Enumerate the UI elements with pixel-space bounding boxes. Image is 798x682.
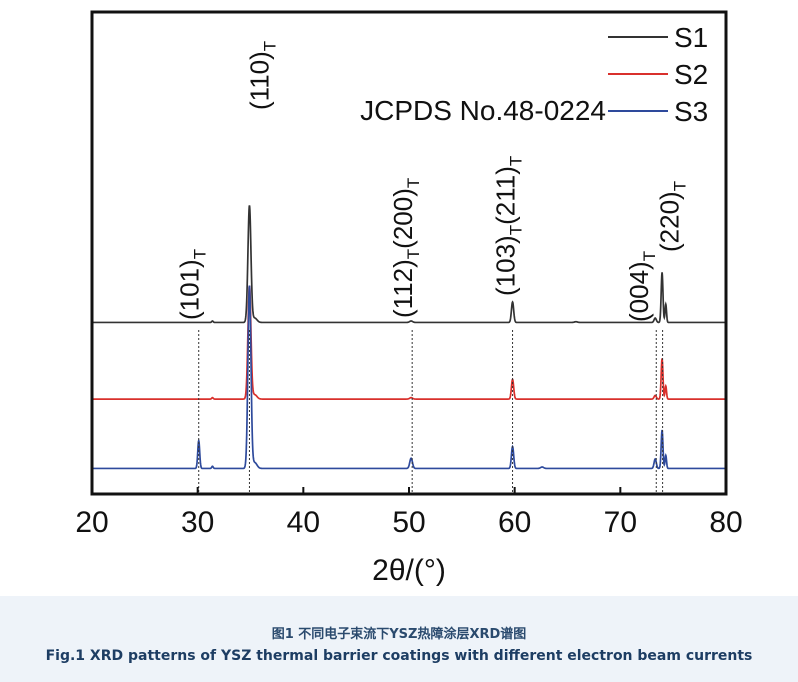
- jcpds-note: JCPDS No.48-0224: [360, 95, 606, 126]
- legend-label-s1: S1: [674, 22, 708, 53]
- peak-annotation-3: (112)T(200)T: [388, 178, 423, 318]
- caption-chinese: 图1 不同电子束流下YSZ热障涂层XRD谱图: [271, 627, 527, 642]
- series-line-s1: [92, 205, 726, 324]
- peak-annotation-1: (101)T: [175, 249, 210, 320]
- x-tick-label: 30: [181, 506, 214, 539]
- legend-label-s2: S2: [674, 59, 708, 90]
- series-line-s2: [92, 285, 726, 400]
- peak-annotation-2: (110)T: [244, 41, 279, 110]
- series-line-s3: [92, 285, 726, 470]
- x-tick-label: 40: [287, 506, 320, 539]
- xrd-chart: 20 30 40 50 60 70 80 2θ/(°) S1 S2 S3 JCPDS No.48-02…: [75, 10, 743, 587]
- x-tick-label: 80: [709, 506, 742, 539]
- x-tick-label: 20: [75, 506, 108, 539]
- x-tick-label: 60: [498, 506, 531, 539]
- caption-english: Fig.1 XRD patterns of YSZ thermal barrie…: [45, 648, 753, 664]
- x-tick-label: 70: [604, 506, 637, 539]
- x-tick-label: 50: [392, 506, 425, 539]
- peak-annotation-5: (004)T: [624, 251, 659, 322]
- peak-annotation-6: (220)T: [654, 181, 689, 252]
- x-axis-label: 2θ/(°): [372, 554, 446, 587]
- peak-annotation-4: (103)T(211)T: [491, 156, 526, 296]
- legend-label-s3: S3: [674, 96, 708, 127]
- figure-caption: 图1 不同电子束流下YSZ热障涂层XRD谱图 Fig.1 XRD pattern…: [0, 596, 798, 682]
